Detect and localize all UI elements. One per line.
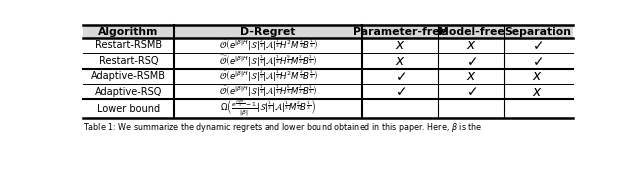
Text: $\widetilde{\mathcal{O}}\left(e^{|\beta|H}|\mathcal{S}|^{\frac{1}{3}}|\mathcal{A: $\widetilde{\mathcal{O}}\left(e^{|\beta|… [219,84,317,99]
Text: $\widetilde{\mathcal{O}}\left(e^{|\beta|H}|\mathcal{S}|^{\frac{2}{3}}|\mathcal{A: $\widetilde{\mathcal{O}}\left(e^{|\beta|… [219,68,317,84]
Text: $\checkmark$: $\checkmark$ [532,39,543,52]
Text: Lower bound: Lower bound [97,104,160,114]
Text: Adaptive-RSQ: Adaptive-RSQ [95,87,162,97]
Text: $\widetilde{\mathcal{O}}\left(e^{|\beta|H}|\mathcal{S}|^{\frac{2}{3}}|\mathcal{A: $\widetilde{\mathcal{O}}\left(e^{|\beta|… [219,38,317,53]
Text: D-Regret: D-Regret [240,27,296,37]
Text: Restart-RSQ: Restart-RSQ [99,56,158,66]
Text: Algorithm: Algorithm [98,27,159,37]
Text: Adaptive-RSMB: Adaptive-RSMB [91,71,166,81]
Text: $\boldsymbol{\mathit{x}}$: $\boldsymbol{\mathit{x}}$ [532,69,543,83]
Text: Model-free: Model-free [438,27,505,37]
Text: $\boldsymbol{\mathit{x}}$: $\boldsymbol{\mathit{x}}$ [466,69,477,83]
Text: $\widetilde{\mathcal{O}}\left(e^{|\beta|H}|\mathcal{S}|^{\frac{1}{3}}|\mathcal{A: $\widetilde{\mathcal{O}}\left(e^{|\beta|… [219,53,317,68]
Text: $\checkmark$: $\checkmark$ [466,85,477,99]
Text: $\checkmark$: $\checkmark$ [532,54,543,68]
Text: $\checkmark$: $\checkmark$ [395,69,406,83]
Text: $\boldsymbol{\mathit{x}}$: $\boldsymbol{\mathit{x}}$ [532,85,543,99]
Text: $\Omega\left(\frac{e^{\frac{2|\beta|H}{3}}-1}{|\beta|}|\mathcal{S}|^{\frac{1}{3}: $\Omega\left(\frac{e^{\frac{2|\beta|H}{3… [220,98,316,119]
Text: Restart-RSMB: Restart-RSMB [95,40,162,50]
Text: $\checkmark$: $\checkmark$ [395,85,406,99]
Text: Separation: Separation [504,27,571,37]
Text: $\boldsymbol{\mathit{x}}$: $\boldsymbol{\mathit{x}}$ [466,39,477,52]
Text: Parameter-free: Parameter-free [353,27,447,37]
Text: $\boldsymbol{\mathit{x}}$: $\boldsymbol{\mathit{x}}$ [395,39,406,52]
Text: Table 1: We summarize the dynamic regrets and lower bound obtained in this paper: Table 1: We summarize the dynamic regret… [83,121,483,134]
Bar [83,25,573,38]
Text: $\boldsymbol{\mathit{x}}$: $\boldsymbol{\mathit{x}}$ [395,54,406,68]
Text: $\checkmark$: $\checkmark$ [466,54,477,68]
